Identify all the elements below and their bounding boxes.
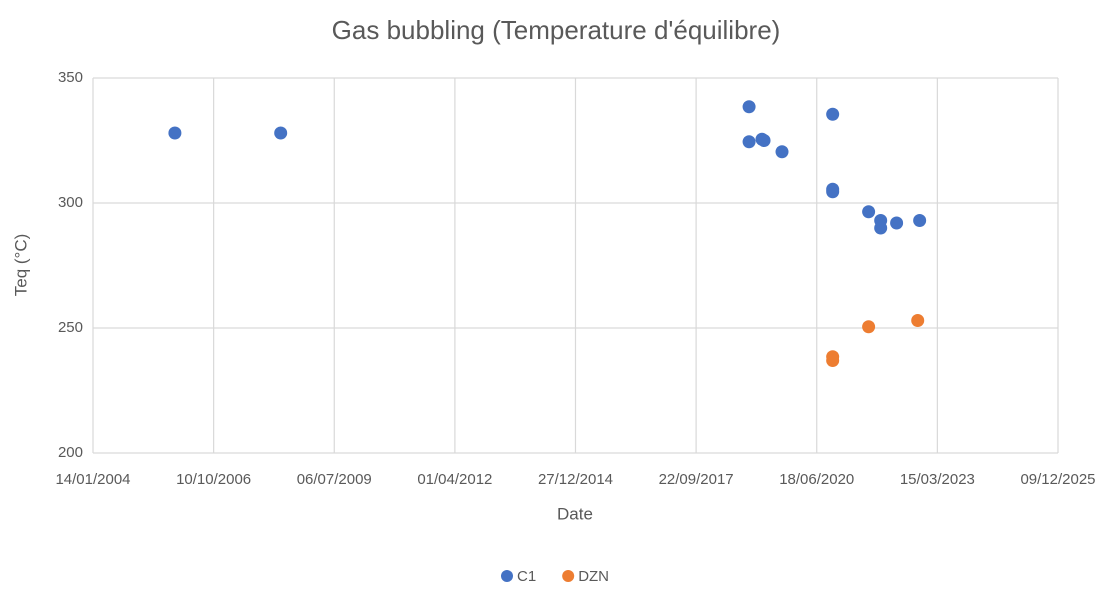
x-tick-label: 01/04/2012 [417, 471, 492, 488]
data-point [862, 205, 876, 219]
y-tick-label: 300 [58, 194, 83, 211]
data-point [274, 126, 288, 140]
y-tick-label: 200 [58, 444, 83, 461]
data-point [168, 126, 182, 140]
data-point [890, 216, 904, 230]
x-tick-label: 06/07/2009 [297, 471, 372, 488]
x-tick-label: 15/03/2023 [900, 471, 975, 488]
x-axis-label: Date [557, 504, 593, 523]
data-point [826, 354, 840, 367]
data-point [775, 145, 789, 159]
y-tick-label: 250 [58, 319, 83, 336]
x-tick-label: 10/10/2006 [176, 471, 251, 488]
x-tick-label: 27/12/2014 [538, 471, 613, 488]
x-tick-label: 09/12/2025 [1020, 471, 1095, 488]
data-point [913, 214, 927, 227]
legend-label: C1 [517, 568, 536, 585]
data-point [742, 135, 756, 149]
data-point [826, 185, 840, 199]
chart-title: Gas bubbling (Temperature d'équilibre) [332, 15, 781, 45]
data-point [826, 107, 840, 121]
legend-marker [501, 570, 513, 582]
data-point [874, 221, 888, 235]
legend-label: DZN [578, 568, 609, 585]
data-point [757, 134, 771, 147]
y-axis-label: Teq (°C) [11, 234, 30, 297]
data-point [742, 100, 756, 114]
y-tick-label: 350 [58, 69, 83, 86]
x-tick-label: 14/01/2004 [55, 471, 130, 488]
x-tick-label: 18/06/2020 [779, 471, 854, 488]
legend-marker [562, 570, 575, 582]
data-point [862, 320, 876, 334]
x-tick-label: 22/09/2017 [659, 471, 734, 488]
data-point [911, 314, 925, 327]
